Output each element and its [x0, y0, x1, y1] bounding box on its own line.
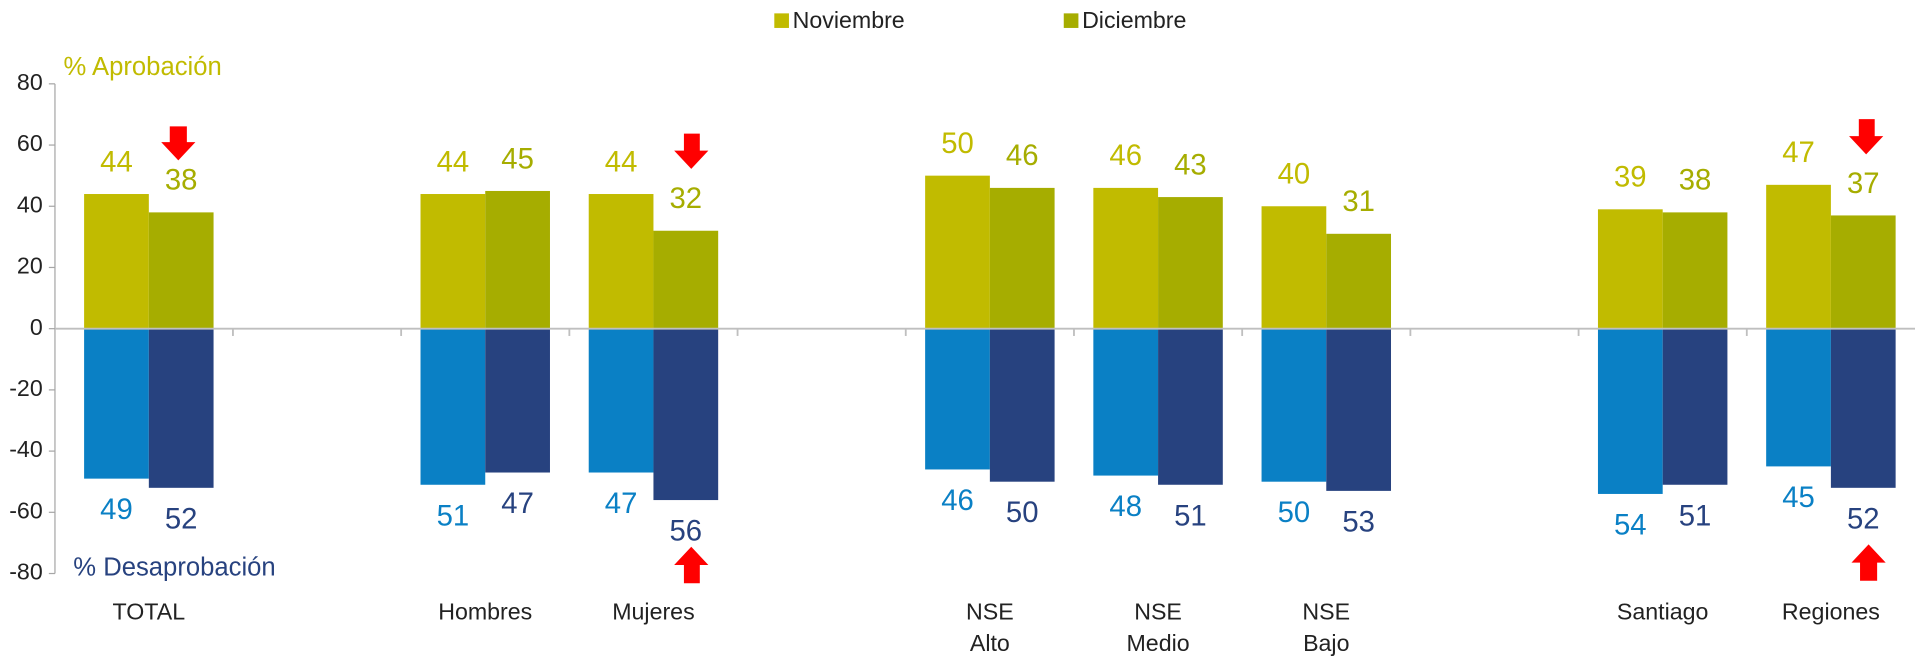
value-label: 48: [1109, 491, 1142, 523]
bar: [653, 328, 719, 501]
value-label: 49: [100, 494, 133, 526]
value-label: 46: [1109, 140, 1142, 172]
value-label: 56: [670, 516, 703, 548]
value-label: 46: [941, 485, 974, 517]
value-label: 39: [1614, 162, 1647, 194]
bar: [1597, 328, 1663, 494]
value-label: 44: [605, 146, 638, 178]
y-tick-label: -80: [9, 559, 43, 585]
value-label: 52: [1847, 503, 1880, 535]
x-tick-label: Hombres: [438, 599, 532, 625]
disapproval-title: % Desaprobación: [73, 553, 275, 581]
value-label: 43: [1174, 149, 1207, 181]
legend-label: Diciembre: [1082, 7, 1186, 33]
arrow-down: [161, 126, 196, 161]
arrow-down: [674, 133, 709, 169]
value-label: 51: [1679, 500, 1712, 532]
value-label: 51: [437, 500, 470, 532]
value-label: 40: [1278, 159, 1311, 191]
value-label: 46: [1006, 140, 1039, 172]
x-tick-label: Santiago: [1617, 599, 1709, 625]
bar: [84, 194, 149, 329]
value-label: 52: [165, 503, 198, 535]
bar: [1093, 328, 1159, 476]
bar: [148, 328, 214, 488]
value-label: 47: [605, 488, 638, 520]
bar: [588, 194, 654, 329]
bar: [485, 190, 550, 329]
bar: [989, 328, 1055, 482]
bar: [653, 230, 719, 329]
bar: [925, 175, 990, 329]
bar: [1766, 184, 1831, 329]
bar: [1830, 215, 1896, 329]
bar: [1597, 209, 1663, 329]
bar: [1766, 328, 1831, 467]
y-tick-label: -60: [9, 497, 43, 523]
y-tick-label: 60: [17, 130, 43, 156]
legend-swatch: [1063, 13, 1079, 28]
value-label: 37: [1847, 168, 1880, 200]
bar: [1261, 328, 1327, 482]
y-tick-label: 0: [30, 314, 43, 340]
legend-label: Noviembre: [793, 7, 905, 33]
x-tick-label: Regiones: [1782, 599, 1880, 625]
bar: [588, 328, 654, 473]
value-label: 53: [1342, 506, 1375, 538]
arrow-up: [674, 546, 709, 584]
bar: [1326, 233, 1392, 329]
value-label: 47: [501, 488, 534, 520]
bar: [420, 194, 486, 329]
y-tick-label: 80: [17, 69, 43, 95]
value-label: 51: [1174, 500, 1207, 532]
bar: [989, 187, 1055, 329]
value-label: 38: [165, 165, 198, 197]
bar: [1662, 212, 1728, 329]
x-tick-label: NSE Bajo: [1302, 599, 1350, 657]
value-label: 54: [1614, 510, 1647, 542]
value-label: 50: [1278, 497, 1311, 529]
value-label: 38: [1679, 165, 1712, 197]
bar: [925, 328, 990, 470]
y-tick-label: 20: [17, 253, 43, 279]
value-label: 44: [100, 146, 133, 178]
arrow-up: [1851, 544, 1886, 581]
bar: [1662, 328, 1728, 485]
bar: [485, 328, 550, 473]
bar: [1830, 328, 1896, 488]
value-label: 50: [1006, 497, 1039, 529]
bar: [1261, 206, 1327, 329]
value-label: 45: [501, 143, 534, 175]
value-label: 47: [1782, 137, 1815, 169]
bar: [1093, 187, 1159, 329]
x-tick-label: NSE Medio: [1126, 599, 1189, 657]
value-label: 32: [670, 183, 703, 215]
x-tick-label: TOTAL: [113, 599, 186, 625]
bar: [1158, 197, 1223, 329]
x-tick-label: NSE Alto: [966, 599, 1014, 657]
arrow-down: [1849, 119, 1884, 155]
approval-title: % Aprobación: [64, 53, 222, 81]
bar: [148, 212, 214, 329]
value-label: 31: [1342, 186, 1375, 218]
y-tick-label: -40: [9, 436, 43, 462]
y-tick-label: 40: [17, 191, 43, 217]
value-label: 44: [437, 146, 470, 178]
bar: [420, 328, 486, 485]
value-label: 45: [1782, 482, 1815, 514]
value-label: 50: [941, 128, 974, 160]
bar: [1158, 328, 1223, 485]
x-tick-label: Mujeres: [612, 599, 694, 625]
bar: [1326, 328, 1392, 491]
bar: [84, 328, 149, 479]
legend-swatch: [774, 13, 789, 28]
y-tick-label: -20: [9, 375, 43, 401]
